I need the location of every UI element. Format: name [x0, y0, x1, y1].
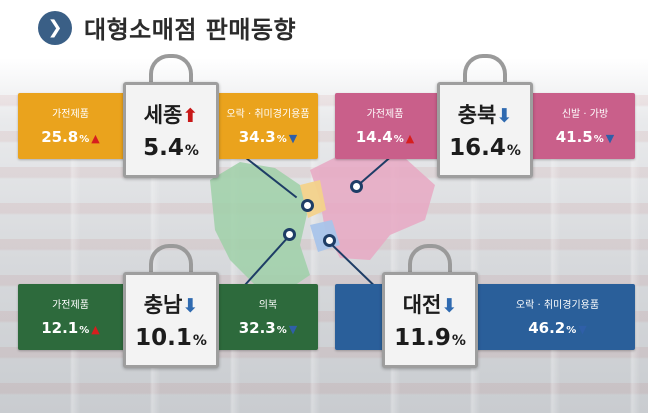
- item-label: 가전제품: [52, 300, 89, 311]
- header: ❯ 대형소매점 판매동향: [38, 10, 296, 45]
- chungnam-area: [210, 162, 310, 290]
- arrow-up-icon: ▲: [91, 323, 100, 336]
- arrow-up-icon: ⬆: [182, 105, 199, 127]
- arrow-down-icon: ▼: [578, 323, 587, 336]
- region-rate: 10.1%: [135, 325, 207, 351]
- chungbuk-area: [310, 150, 435, 260]
- arrow-down-icon: ⬇: [182, 295, 199, 317]
- page-title: 대형소매점 판매동향: [84, 16, 297, 44]
- region-rate: 16.4%: [449, 135, 521, 161]
- marker-chungnam: [283, 228, 296, 241]
- region-name: 충남⬇: [143, 293, 199, 317]
- chevron-right-icon: ❯: [38, 10, 72, 45]
- region-name: 대전⬇: [402, 293, 458, 317]
- arrow-down-icon: ⬇: [496, 105, 513, 127]
- item-label: 신발 · 가방: [561, 109, 609, 120]
- item-label: 오락 · 취미경기용품: [226, 109, 310, 120]
- daejeon-right-item: 오락 · 취미경기용품 46.2% ▼: [480, 284, 635, 350]
- arrow-down-icon: ▼: [605, 132, 615, 145]
- sejong-right-item: 오락 · 취미경기용품 34.3% ▼: [218, 93, 318, 159]
- daejeon-card: 대전⬇ 11.9%: [382, 244, 478, 368]
- bag-handle: [463, 54, 507, 90]
- chungnam-card: 충남⬇ 10.1%: [123, 244, 219, 368]
- bag-body: 충남⬇ 10.1%: [123, 272, 219, 368]
- marker-daejeon: [323, 234, 336, 247]
- item-value: 32.3% ▼: [238, 319, 298, 337]
- region-rate: 5.4%: [143, 135, 199, 161]
- daejeon-panel: 오락 · 취미경기용품 46.2% ▼: [335, 284, 635, 350]
- item-value: 14.4% ▲: [355, 128, 415, 146]
- arrow-up-icon: ▲: [405, 132, 415, 145]
- arrow-down-icon: ⬇: [441, 295, 458, 317]
- item-label: 가전제품: [52, 109, 89, 120]
- item-value: 46.2% ▼: [528, 319, 587, 337]
- chungbuk-card: 충북⬇ 16.4%: [437, 54, 533, 178]
- sejong-card: 세종⬆ 5.4%: [123, 54, 219, 178]
- marker-chungbuk: [350, 180, 363, 193]
- chungnam-right-item: 의복 32.3% ▼: [218, 284, 318, 350]
- bag-handle: [149, 244, 193, 280]
- region-rate: 11.9%: [394, 325, 466, 351]
- item-value: 25.8% ▲: [41, 128, 100, 146]
- arrow-down-icon: ▼: [288, 323, 298, 336]
- region-name: 충북⬇: [457, 103, 513, 127]
- item-label: 가전제품: [366, 109, 404, 120]
- bag-handle: [408, 244, 452, 280]
- bag-handle: [149, 54, 193, 90]
- region-map: [210, 150, 435, 290]
- item-label: 의복: [258, 300, 278, 311]
- bag-body: 대전⬇ 11.9%: [382, 272, 478, 368]
- bag-body: 충북⬇ 16.4%: [437, 82, 533, 178]
- item-label: 오락 · 취미경기용품: [515, 300, 600, 311]
- chungbuk-right-item: 신발 · 가방 41.5% ▼: [535, 93, 635, 159]
- item-value: 12.1% ▲: [41, 319, 100, 337]
- chungbuk-left-item: 가전제품 14.4% ▲: [335, 93, 435, 159]
- bag-body: 세종⬆ 5.4%: [123, 82, 219, 178]
- chungnam-left-item: 가전제품 12.1% ▲: [18, 284, 123, 350]
- item-value: 34.3% ▼: [238, 128, 298, 146]
- region-name: 세종⬆: [143, 103, 199, 127]
- arrow-up-icon: ▲: [91, 132, 100, 145]
- sejong-left-item: 가전제품 25.8% ▲: [18, 93, 123, 159]
- arrow-down-icon: ▼: [288, 132, 298, 145]
- item-value: 41.5% ▼: [555, 128, 615, 146]
- marker-sejong: [301, 199, 314, 212]
